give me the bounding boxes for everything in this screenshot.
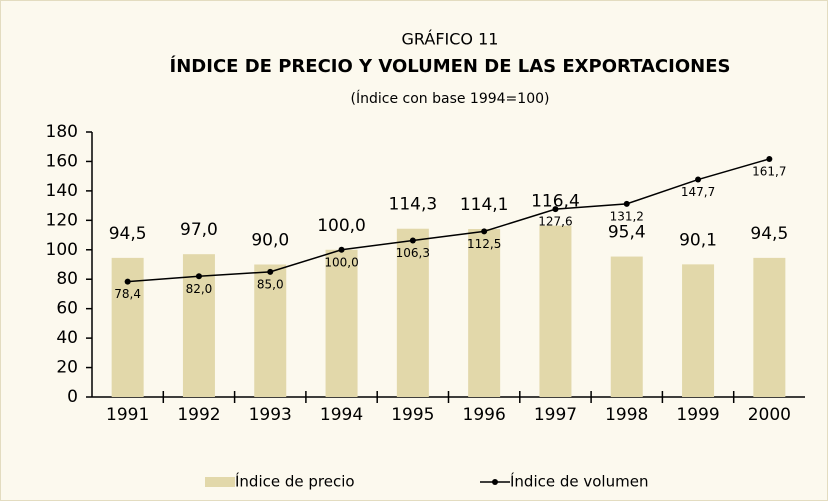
line-marker (267, 268, 274, 275)
legend-label: Índice de volumen (510, 472, 648, 491)
line-marker (481, 228, 488, 235)
y-tick-label: 20 (56, 358, 78, 378)
line-value-label: 85,0 (257, 277, 284, 291)
line-marker (338, 246, 345, 253)
x-tick-label: 1997 (534, 405, 577, 425)
bar-value-label: 97,0 (180, 220, 218, 240)
y-tick-label: 60 (56, 299, 78, 319)
bar-value-label: 114,1 (460, 195, 509, 215)
bar-value-label: 90,0 (251, 231, 289, 251)
y-tick-label: 140 (46, 181, 78, 201)
line-value-label: 161,7 (752, 164, 786, 178)
line-value-label: 100,0 (324, 255, 358, 269)
bar (254, 264, 287, 397)
bar (753, 257, 786, 397)
line-value-label: 78,4 (114, 287, 141, 301)
x-tick-label: 1993 (249, 405, 292, 425)
x-tick-label: 1992 (177, 405, 220, 425)
y-tick-label: 0 (67, 387, 78, 407)
chart-title: GRÁFICO 11 (402, 30, 499, 49)
bar-value-label: 94,5 (109, 224, 147, 244)
y-tick-label: 160 (46, 151, 78, 171)
bar (610, 256, 643, 397)
y-tick-label: 180 (46, 122, 78, 142)
line-value-label: 106,3 (396, 246, 430, 260)
bar (396, 228, 429, 397)
line-marker (766, 155, 773, 162)
line-marker (695, 176, 702, 183)
y-tick-label: 120 (46, 210, 78, 230)
legend-swatch (205, 477, 235, 487)
line-marker (552, 206, 559, 213)
bar (682, 264, 715, 397)
x-tick-label: 1996 (463, 405, 506, 425)
line-marker (124, 278, 131, 285)
y-tick-label: 40 (56, 328, 78, 348)
bar (325, 249, 358, 397)
line (127, 158, 770, 283)
x-tick-label: 2000 (748, 405, 791, 425)
legend-swatch (492, 479, 498, 485)
line-value-label: 127,6 (538, 215, 572, 229)
line-value-label: 131,2 (610, 209, 644, 223)
bar-value-label: 116,4 (531, 192, 580, 212)
line-value-label: 147,7 (681, 185, 715, 199)
x-tick-label: 1994 (320, 405, 363, 425)
line-value-label: 112,5 (467, 237, 501, 251)
bar-value-label: 90,1 (679, 230, 717, 250)
bar-value-label: 114,3 (389, 195, 438, 215)
bar (539, 225, 572, 397)
line-marker (409, 237, 416, 244)
y-tick-label: 80 (56, 269, 78, 289)
x-tick-label: 1998 (605, 405, 648, 425)
line-marker (195, 273, 202, 280)
bar-value-label: 94,5 (750, 224, 788, 244)
legend-label: Índice de precio (235, 472, 355, 491)
chart-note: (Índice con base 1994=100) (351, 90, 550, 107)
x-tick-label: 1995 (391, 405, 434, 425)
y-tick-label: 100 (46, 240, 78, 260)
chart-subtitle: ÍNDICE DE PRECIO Y VOLUMEN DE LAS EXPORT… (170, 55, 731, 77)
line-value-label: 82,0 (186, 282, 213, 296)
x-tick-label: 1991 (106, 405, 149, 425)
bar-value-label: 100,0 (317, 216, 366, 236)
x-tick-label: 1999 (676, 405, 719, 425)
bar-value-label: 95,4 (608, 223, 646, 243)
bar (468, 229, 501, 397)
line-marker (623, 200, 630, 207)
